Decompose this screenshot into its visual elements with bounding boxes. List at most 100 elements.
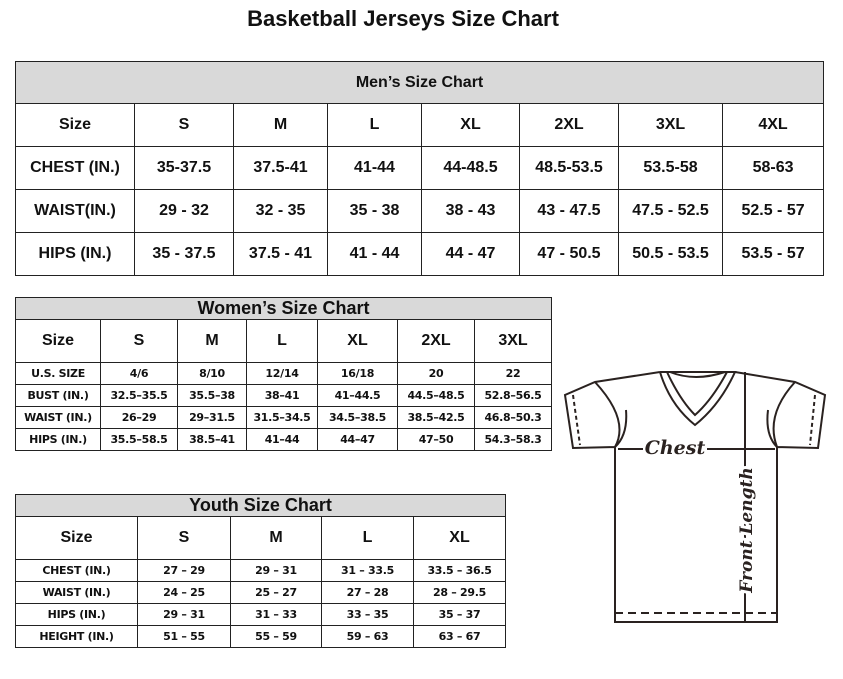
- value-cell: 43 - 47.5: [519, 189, 619, 233]
- table-row: WAIST (IN.) 26–29 29–31.5 31.5–34.5 34.5–38.…: [15, 406, 553, 429]
- table-row: CHEST (IN.) 35-37.5 37.5-41 41-44 44-48.5 48.…: [15, 146, 825, 190]
- row-label: U.S. SIZE: [15, 362, 101, 385]
- header-cell: L: [327, 103, 422, 147]
- header-cell: M: [233, 103, 328, 147]
- table-heading: Women’s Size Chart: [14, 297, 553, 320]
- value-cell: 38.5–42.5: [397, 406, 475, 429]
- header-cell: XL: [421, 103, 520, 147]
- table-row: WAIST (IN.) 24 – 25 25 – 27 27 – 28 28 – 29.…: [15, 581, 507, 604]
- row-label: CHEST (IN.): [15, 146, 135, 190]
- row-label: CHEST (IN.): [15, 559, 138, 582]
- row-label: HIPS (IN.): [15, 603, 138, 626]
- header-cell: Size: [15, 103, 135, 147]
- value-cell: 24 – 25: [137, 581, 231, 604]
- table-row: HIPS (IN.) 35.5–58.5 38.5–41 41–44 44–47 47–5…: [15, 428, 553, 451]
- value-cell: 52.5 - 57: [721, 189, 825, 233]
- header-cell: S: [100, 319, 178, 363]
- row-label: HEIGHT (IN.): [15, 625, 138, 648]
- value-cell: 51 – 55: [137, 625, 231, 648]
- value-cell: 52.8–56.5: [473, 384, 553, 407]
- collar: [659, 371, 737, 427]
- row-label: HIPS (IN.): [15, 428, 101, 451]
- value-cell: 37.5-41: [233, 146, 328, 190]
- value-cell: 44 - 47: [421, 232, 520, 276]
- value-cell: 35-37.5: [134, 146, 234, 190]
- header-cell: 3XL: [473, 319, 553, 363]
- value-cell: 16/18: [317, 362, 398, 385]
- jersey-outline: [563, 371, 827, 623]
- row-label: WAIST(IN.): [15, 189, 135, 233]
- value-cell: 27 – 29: [137, 559, 231, 582]
- value-cell: 32.5–35.5: [100, 384, 178, 407]
- value-cell: 32 - 35: [233, 189, 328, 233]
- value-cell: 55 – 59: [230, 625, 322, 648]
- front-length-label: Front Length: [737, 467, 757, 593]
- value-cell: 35 - 38: [327, 189, 422, 233]
- value-cell: 46.8–50.3: [473, 406, 553, 429]
- table-heading: Youth Size Chart: [14, 494, 507, 517]
- value-cell: 38 - 43: [421, 189, 520, 233]
- header-cell: S: [137, 516, 231, 560]
- value-cell: 41–44.5: [317, 384, 398, 407]
- table-row: CHEST (IN.) 27 – 29 29 – 31 31 – 33.5 33.5 –…: [15, 559, 507, 582]
- size-header-row: Size S M L XL 2XL 3XL: [15, 319, 553, 363]
- table-row: BUST (IN.) 32.5–35.5 35.5–38 38–41 41–44.5 44…: [15, 384, 553, 407]
- value-cell: 41-44: [327, 146, 422, 190]
- value-cell: 29 - 32: [134, 189, 234, 233]
- header-cell: Size: [15, 319, 101, 363]
- header-cell: L: [321, 516, 414, 560]
- value-cell: 25 – 27: [230, 581, 322, 604]
- header-cell: S: [134, 103, 234, 147]
- header-cell: Size: [15, 516, 138, 560]
- value-cell: 37.5 - 41: [233, 232, 328, 276]
- value-cell: 59 – 63: [321, 625, 414, 648]
- value-cell: 50.5 - 53.5: [618, 232, 723, 276]
- header-cell: 4XL: [721, 103, 825, 147]
- value-cell: 53.5 - 57: [721, 232, 825, 276]
- value-cell: 27 – 28: [321, 581, 414, 604]
- size-header-row: Size S M L XL: [15, 516, 507, 560]
- value-cell: 22: [473, 362, 553, 385]
- row-label: BUST (IN.): [15, 384, 101, 407]
- value-cell: 35.5–58.5: [100, 428, 178, 451]
- header-cell: 3XL: [618, 103, 723, 147]
- value-cell: 29–31.5: [177, 406, 247, 429]
- row-label: HIPS (IN.): [15, 232, 135, 276]
- value-cell: 33.5 – 36.5: [412, 559, 507, 582]
- chest-label: Chest: [645, 437, 706, 459]
- mens-size-table: Men’s Size Chart Size S M L XL 2XL 3XL 4XL CHEST …: [14, 61, 825, 276]
- table-row: HEIGHT (IN.) 51 – 55 55 – 59 59 – 63 63 – 67: [15, 625, 507, 648]
- value-cell: 54.3–58.3: [473, 428, 553, 451]
- value-cell: 47.5 - 52.5: [618, 189, 723, 233]
- value-cell: 47–50: [397, 428, 475, 451]
- value-cell: 8/10: [177, 362, 247, 385]
- header-cell: L: [246, 319, 318, 363]
- header-cell: 2XL: [397, 319, 475, 363]
- value-cell: 63 – 67: [412, 625, 507, 648]
- value-cell: 35 – 37: [412, 603, 507, 626]
- value-cell: 44.5–48.5: [397, 384, 475, 407]
- value-cell: 44-48.5: [421, 146, 520, 190]
- header-cell: XL: [412, 516, 507, 560]
- table-heading: Men’s Size Chart: [14, 61, 825, 104]
- value-cell: 31 – 33.5: [321, 559, 414, 582]
- size-header-row: Size S M L XL 2XL 3XL 4XL: [15, 103, 825, 147]
- womens-size-table: Women’s Size Chart Size S M L XL 2XL 3XL U.S. SI…: [14, 297, 553, 451]
- value-cell: 33 – 35: [321, 603, 414, 626]
- value-cell: 38–41: [246, 384, 318, 407]
- value-cell: 47 - 50.5: [519, 232, 619, 276]
- value-cell: 31 – 33: [230, 603, 322, 626]
- value-cell: 44–47: [317, 428, 398, 451]
- value-cell: 34.5–38.5: [317, 406, 398, 429]
- value-cell: 12/14: [246, 362, 318, 385]
- value-cell: 20: [397, 362, 475, 385]
- row-label: WAIST (IN.): [15, 406, 101, 429]
- header-cell: XL: [317, 319, 398, 363]
- value-cell: 29 – 31: [137, 603, 231, 626]
- value-cell: 4/6: [100, 362, 178, 385]
- table-row: HIPS (IN.) 29 – 31 31 – 33 33 – 35 35 – 37: [15, 603, 507, 626]
- youth-size-table: Youth Size Chart Size S M L XL CHEST (IN.) 27 –…: [14, 494, 507, 648]
- value-cell: 35 - 37.5: [134, 232, 234, 276]
- value-cell: 41 - 44: [327, 232, 422, 276]
- value-cell: 35.5–38: [177, 384, 247, 407]
